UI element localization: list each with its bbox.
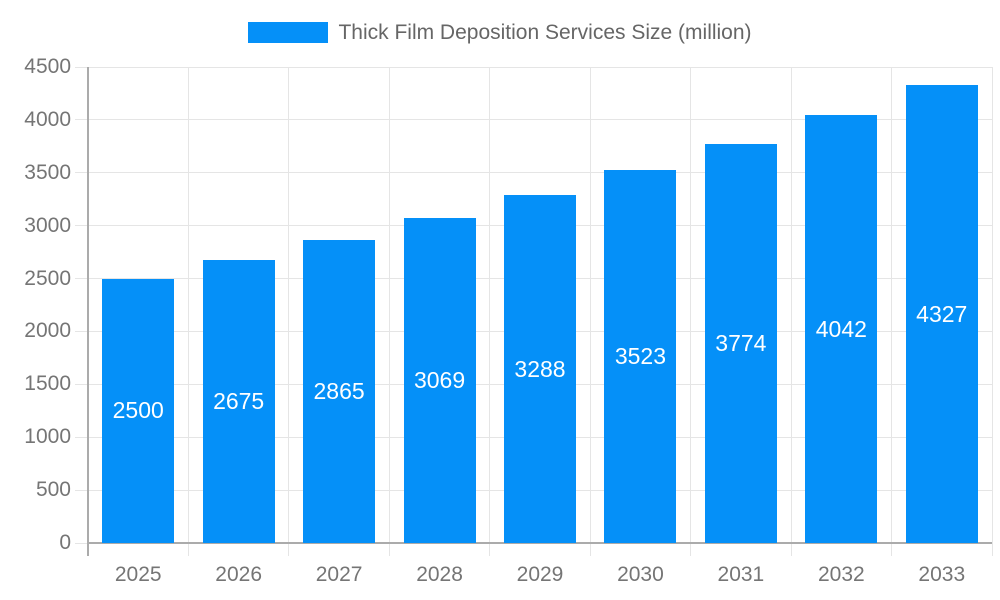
- x-gridline: [187, 67, 189, 556]
- bar-value-label: 3774: [715, 329, 767, 356]
- x-tick-label: 2025: [114, 563, 162, 586]
- chart-legend[interactable]: Thick Film Deposition Services Size (mil…: [0, 20, 1000, 45]
- bar-value-label: 3523: [614, 343, 667, 370]
- x-tick-label: 2029: [516, 563, 564, 586]
- x-axis-line: [88, 542, 992, 544]
- y-tick-label: 2000: [24, 319, 71, 343]
- x-tick-label: 2028: [416, 563, 463, 586]
- bar: [202, 260, 275, 543]
- y-gridline: [75, 172, 992, 174]
- bar-value-label: 3069: [413, 367, 466, 394]
- bar: [905, 85, 978, 543]
- y-tick-label: 1000: [24, 425, 71, 449]
- y-tick-label: 500: [35, 478, 71, 502]
- x-gridline: [589, 67, 591, 556]
- y-tick: [75, 542, 88, 544]
- y-tick-label: 1500: [24, 372, 71, 396]
- x-gridline: [790, 67, 792, 556]
- bar: [604, 170, 677, 543]
- y-tick-label: 4000: [24, 107, 71, 131]
- bar-value-label: 3288: [514, 355, 566, 382]
- x-gridline: [489, 67, 491, 556]
- y-gridline: [75, 119, 992, 121]
- bar-value-label: 2500: [112, 397, 164, 424]
- bar-value-label: 2865: [313, 377, 365, 404]
- y-tick-label: 4500: [24, 55, 71, 78]
- bar: [805, 115, 878, 543]
- x-gridline: [690, 67, 692, 556]
- y-tick-label: 0: [59, 531, 71, 554]
- y-tick-label: 2500: [24, 266, 71, 290]
- bar: [303, 239, 376, 543]
- x-tick-label: 2026: [215, 563, 263, 586]
- legend-swatch: [248, 22, 329, 44]
- x-tick-label: 2030: [617, 563, 664, 586]
- y-tick-label: 3000: [24, 213, 71, 237]
- bar-value-label: 4042: [815, 315, 867, 342]
- bar: [704, 143, 777, 543]
- y-axis-line: [87, 67, 89, 556]
- x-gridline: [288, 67, 290, 556]
- x-gridline: [891, 67, 893, 556]
- x-gridline: [991, 67, 993, 556]
- bar: [403, 218, 476, 543]
- bar-value-label: 4327: [916, 300, 968, 327]
- y-tick-label: 3500: [24, 160, 71, 184]
- bar: [102, 278, 175, 543]
- x-tick-label: 2031: [717, 563, 765, 586]
- bar: [504, 195, 576, 543]
- y-gridline: [75, 66, 992, 68]
- x-tick-label: 2032: [817, 563, 865, 586]
- bar-value-label: 2675: [213, 388, 265, 415]
- x-gridline: [388, 67, 390, 556]
- x-tick-label: 2033: [918, 563, 966, 586]
- legend-title: Thick Film Deposition Services Size (mil…: [338, 21, 752, 44]
- x-tick-label: 2027: [315, 563, 363, 586]
